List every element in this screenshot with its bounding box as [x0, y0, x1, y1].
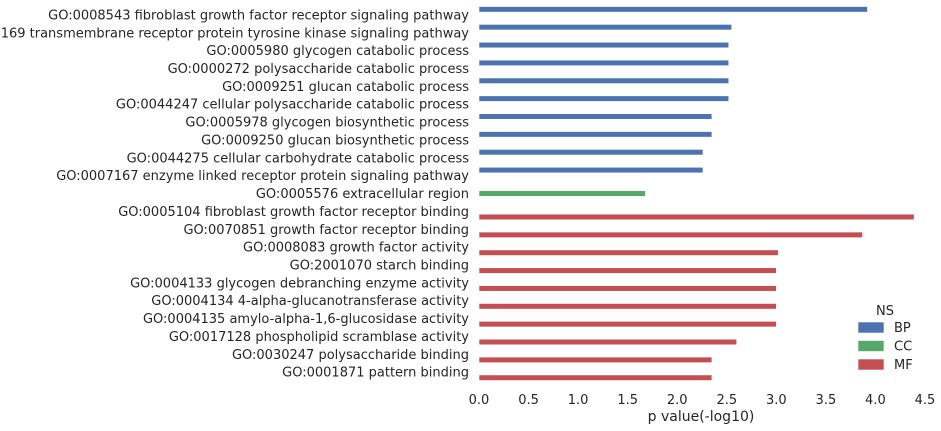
- bar-bp: [478, 41, 730, 49]
- category-label: GO:0009250 glucan biosynthetic process: [201, 133, 469, 148]
- x-tick-label: 0.5: [518, 393, 539, 408]
- legend-swatch-cc: [857, 340, 885, 352]
- legend-label: MF: [894, 358, 913, 373]
- bar-mf: [478, 356, 713, 363]
- category-label: GO:2001070 starch binding: [290, 259, 469, 274]
- x-axis-title: p value(-log10): [648, 409, 755, 425]
- x-tick-label: 1.5: [617, 393, 638, 408]
- bar-bp: [478, 149, 704, 156]
- category-label: GO:0009251 glucan catabolic process: [222, 80, 469, 95]
- legend-title: NS: [876, 304, 894, 319]
- x-tick-label: 3.0: [766, 393, 787, 408]
- category-label: GO:0004135 amylo-alpha-1,6-glucosidase a…: [143, 312, 469, 327]
- x-tick-label: 2.5: [716, 393, 737, 408]
- category-label: GO:0070851 growth factor receptor bindin…: [183, 223, 469, 238]
- category-label: GO:0005104 fibroblast growth factor rece…: [118, 205, 469, 220]
- category-label: GO:0008083 growth factor activity: [243, 241, 469, 256]
- bar-mf: [478, 285, 777, 292]
- category-label: GO:0017128 phospholipid scramblase activ…: [169, 330, 469, 345]
- category-label: GO:0005980 glycogen catabolic process: [206, 44, 469, 59]
- category-labels: GO:0008543 fibroblast growth factor rece…: [0, 8, 469, 380]
- bars: [478, 6, 915, 381]
- bar-cc: [478, 190, 646, 197]
- bar-bp: [478, 113, 713, 120]
- legend-swatch-mf: [857, 358, 885, 371]
- category-label: GO:0005576 extracellular region: [256, 187, 469, 202]
- bar-bp: [478, 59, 730, 67]
- x-tick-label: 0.0: [469, 393, 490, 408]
- x-axis-ticks: 0.0 0.5 1.0 1.5 2.0 2.5 3.0 3.5 4.0 4.5: [469, 393, 936, 408]
- legend-swatch-bp: [857, 321, 885, 334]
- legend: NS BP CC MF: [857, 304, 913, 373]
- bar-mf: [478, 267, 777, 274]
- x-tick-label: 4.0: [865, 393, 886, 408]
- bar-mf: [478, 231, 863, 238]
- category-label: GO:0004133 glycogen debranching enzyme a…: [130, 276, 469, 291]
- category-label: GO:0008543 fibroblast growth factor rece…: [48, 8, 469, 23]
- bar-mf: [478, 249, 779, 256]
- bar-bp: [478, 24, 733, 31]
- x-tick-label: 4.5: [915, 393, 936, 408]
- category-label: GO:0000272 polysaccharide catabolic proc…: [168, 62, 470, 77]
- category-label: GO:0005978 glycogen biosynthetic process: [185, 116, 469, 131]
- bar-mf: [478, 338, 737, 346]
- category-label: GO:0001871 pattern binding: [282, 366, 469, 381]
- category-label: GO:0004134 4-alpha-glucanotransferase ac…: [151, 294, 469, 309]
- bar-bp: [478, 131, 713, 138]
- x-tick-label: 3.5: [816, 393, 837, 408]
- bar-bp: [478, 166, 704, 174]
- bar-mf: [478, 303, 777, 310]
- bar-bp: [478, 95, 730, 102]
- category-label: GO:0007167 enzyme linked receptor protei…: [56, 169, 469, 184]
- legend-label: BP: [894, 321, 911, 336]
- bar-bp: [478, 6, 868, 13]
- x-tick-label: 2.0: [667, 393, 688, 408]
- x-tick-label: 1.0: [568, 393, 589, 408]
- bar-bp: [478, 77, 730, 84]
- bar-mf: [478, 213, 915, 221]
- legend-label: CC: [894, 340, 912, 355]
- category-label: GO:0044275 cellular carbohydrate catabol…: [127, 151, 470, 166]
- bar-mf: [478, 374, 713, 381]
- category-label: GO:0030247 polysaccharide binding: [232, 348, 469, 363]
- category-label: GO:0044247 cellular polysaccharide catab…: [116, 98, 469, 113]
- bar-mf: [478, 321, 777, 328]
- category-label: GO:0007169 transmembrane receptor protei…: [0, 26, 469, 41]
